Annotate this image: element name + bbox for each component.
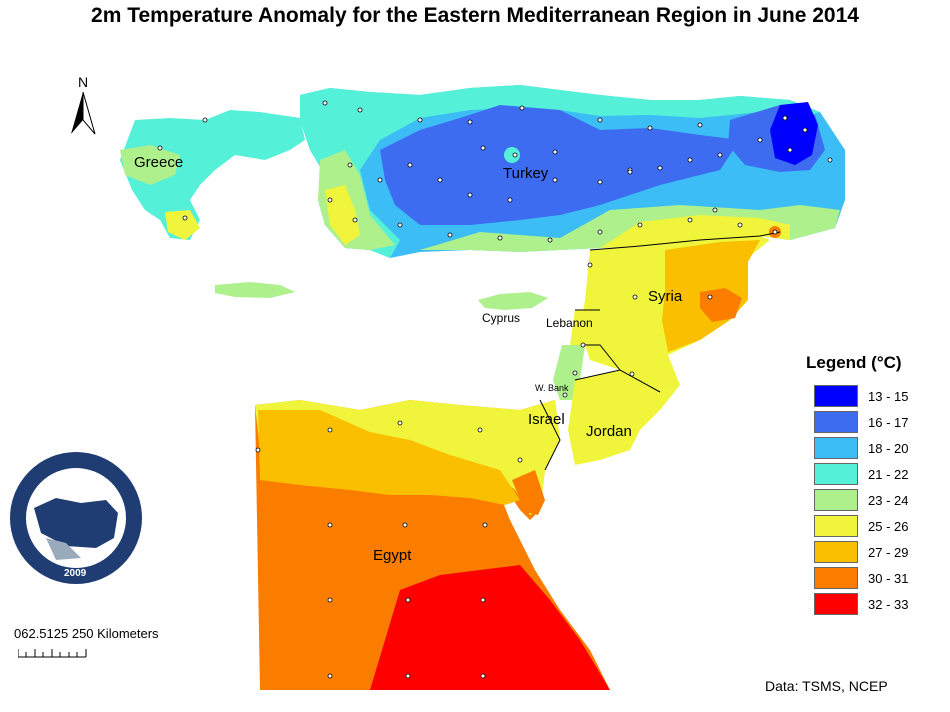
emcc-logo: 2009 [6, 448, 146, 593]
label-israel: Israel [528, 411, 565, 428]
legend-item: 16 - 17 [814, 411, 908, 433]
legend-item: 23 - 24 [814, 489, 908, 511]
legend-label: 16 - 17 [868, 414, 909, 430]
north-arrow: N [68, 72, 98, 142]
egypt-north-orange [258, 410, 520, 505]
legend-label: 30 - 31 [868, 570, 909, 586]
turkey-southeast-yellow [600, 215, 790, 248]
legend-swatch [814, 385, 858, 407]
turkey-southwest-yellow [325, 185, 360, 245]
legend-swatch [814, 489, 858, 511]
egypt-south-red [370, 565, 610, 690]
label-turkey: Turkey [503, 165, 549, 182]
logo-year: 2009 [64, 568, 87, 579]
legend-swatch [814, 437, 858, 459]
legend-label: 23 - 24 [868, 492, 909, 508]
label-egypt: Egypt [373, 547, 412, 564]
lebanon-region [570, 308, 600, 345]
legend-label: 13 - 15 [868, 388, 909, 404]
scale-bar [17, 645, 88, 663]
label-lebanon: Lebanon [546, 316, 593, 330]
legend-swatch [814, 567, 858, 589]
legend-swatch [814, 593, 858, 615]
jordan-region [568, 370, 680, 465]
greece-peloponnese-yellow [165, 210, 200, 240]
sinai-orange [512, 470, 545, 515]
turkey-deep-blue-zone [770, 102, 818, 165]
turkey-syria-border [589, 231, 781, 251]
greece-region [120, 110, 305, 240]
data-source: Data: TSMS, NCEP [765, 678, 888, 694]
turkey-light-spot [504, 147, 520, 163]
legend-swatch [814, 515, 858, 537]
scale-label: 062.5125 250 Kilometers [14, 626, 159, 641]
legend-label: 32 - 33 [868, 596, 909, 612]
legend-swatch [814, 541, 858, 563]
label-west-bank: W. Bank [535, 383, 569, 393]
cyprus-region [478, 292, 548, 310]
legend-label: 25 - 26 [868, 518, 909, 534]
label-syria: Syria [648, 288, 683, 305]
label-cyprus: Cyprus [482, 311, 520, 325]
legend-item: 21 - 22 [814, 463, 908, 485]
legend-label: 27 - 29 [868, 544, 909, 560]
greece-green [120, 145, 180, 185]
label-greece: Greece [134, 154, 183, 171]
legend-swatch [814, 463, 858, 485]
levant-borders [574, 309, 661, 393]
legend-item: 27 - 29 [814, 541, 908, 563]
station-dots [157, 100, 833, 679]
egypt-border [539, 399, 561, 471]
legend-item: 32 - 33 [814, 593, 908, 615]
legend-item: 30 - 31 [814, 567, 908, 589]
crete-region [215, 282, 295, 298]
map-title: 2m Temperature Anomaly for the Eastern M… [91, 4, 859, 27]
legend-label: 18 - 20 [868, 440, 909, 456]
legend-swatch [814, 411, 858, 433]
north-label: N [78, 74, 88, 90]
legend-title: Legend (°C) [806, 353, 902, 372]
label-jordan: Jordan [586, 423, 632, 440]
legend-item: 18 - 20 [814, 437, 908, 459]
legend-item: 13 - 15 [814, 385, 908, 407]
legend-item: 25 - 26 [814, 515, 908, 537]
legend-label: 21 - 22 [868, 466, 909, 482]
